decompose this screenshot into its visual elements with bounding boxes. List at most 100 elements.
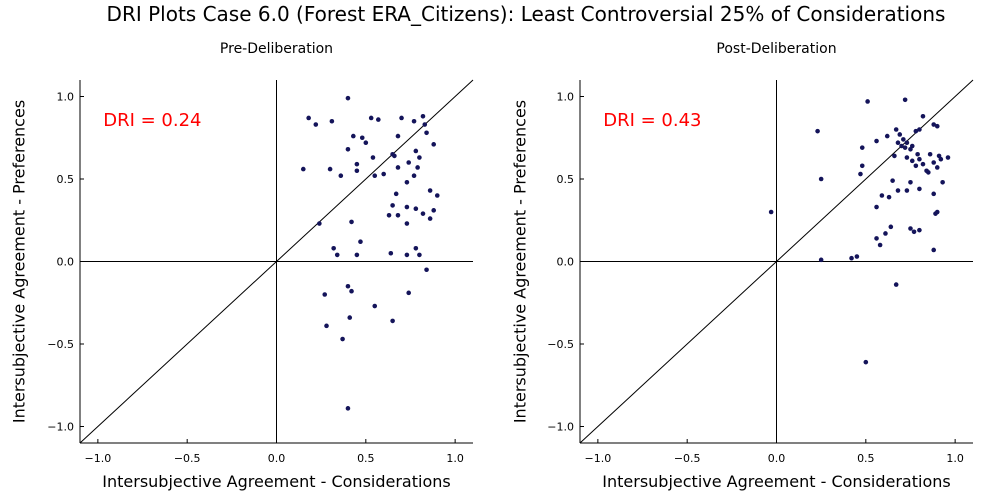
identity-diagonal-line (79, 79, 474, 444)
data-point (904, 188, 910, 193)
data-point (427, 216, 433, 221)
data-point (815, 128, 820, 134)
data-point (895, 188, 901, 193)
y-tick-label: 0.0 (57, 256, 75, 269)
data-point (927, 151, 933, 157)
y-tick-label: 0.5 (57, 173, 75, 186)
x-tick-label: 0.0 (768, 452, 786, 465)
data-point (915, 151, 920, 157)
data-point (340, 336, 345, 342)
x-tick-label: 0.5 (357, 452, 375, 465)
data-point (368, 115, 374, 121)
y-tick-label: 0.5 (557, 173, 575, 186)
data-point (899, 143, 904, 149)
subplot-title: Post-Deliberation (716, 41, 836, 57)
post-deliberation-panel: Post-Deliberation −1.0 −0.5 0.0 0.5 1.0 −1.0 −0… (511, 41, 974, 491)
y-tick-label: 1.0 (57, 91, 75, 104)
data-point (904, 155, 910, 160)
data-point (327, 166, 333, 172)
data-point (300, 166, 306, 172)
x-tick-label: −0.5 (674, 452, 701, 465)
data-point (920, 161, 926, 167)
y-axis-label: Intersubjective Agreement - Preferences (511, 100, 530, 423)
data-point (931, 160, 936, 165)
data-point (345, 406, 351, 411)
data-point (895, 140, 901, 145)
data-point (893, 282, 899, 287)
data-point (424, 267, 429, 273)
subplot-title: Pre-Deliberation (220, 41, 333, 57)
data-point (940, 180, 945, 185)
data-point (931, 122, 936, 127)
data-point (931, 191, 936, 197)
data-point (884, 133, 890, 139)
data-point (404, 252, 410, 258)
data-point (945, 155, 951, 160)
data-point (892, 153, 897, 159)
data-point (422, 122, 428, 127)
data-point (901, 137, 906, 142)
data-point (386, 213, 392, 218)
y-axis-label: Intersubjective Agreement - Preferences (10, 100, 29, 423)
y-tick-label: 1.0 (557, 91, 575, 104)
data-point (934, 209, 940, 215)
data-point (331, 246, 336, 251)
data-point (413, 246, 419, 251)
data-point (404, 204, 410, 210)
data-point (920, 114, 926, 119)
data-point (420, 114, 426, 119)
data-point (345, 283, 351, 289)
data-point (909, 158, 915, 164)
data-point (938, 156, 944, 162)
data-point (902, 145, 908, 150)
data-point (427, 188, 433, 193)
data-point (334, 252, 340, 258)
data-point (393, 191, 399, 197)
data-point (349, 219, 354, 225)
data-point (934, 165, 940, 170)
data-point (917, 227, 922, 233)
data-point (908, 147, 913, 152)
x-tick-label: 1.0 (946, 452, 964, 465)
data-point (877, 242, 883, 248)
x-axis-label: Intersubjective Agreement - Consideratio… (102, 472, 450, 491)
data-point (854, 254, 860, 259)
data-point (395, 165, 401, 170)
data-point (417, 155, 422, 160)
data-point (874, 236, 879, 241)
data-point (911, 229, 917, 235)
data-point (917, 156, 922, 162)
data-point (420, 211, 426, 216)
data-point (399, 115, 404, 121)
data-point (897, 132, 903, 137)
data-point (431, 208, 437, 213)
data-point (859, 145, 865, 150)
data-point (349, 288, 354, 294)
data-point (381, 171, 386, 177)
data-point (934, 123, 940, 129)
data-point (324, 323, 329, 329)
data-point (886, 194, 892, 200)
data-point (354, 168, 360, 174)
data-point (390, 318, 395, 324)
data-point (404, 180, 410, 185)
data-point (363, 140, 369, 145)
data-point (768, 209, 774, 215)
x-axis-label: Intersubjective Agreement - Consideratio… (602, 472, 950, 491)
data-point (902, 97, 908, 103)
data-point (431, 142, 437, 147)
data-point (879, 193, 885, 198)
data-point (347, 315, 353, 320)
data-point (413, 148, 419, 154)
x-tick-label: 0.0 (268, 452, 286, 465)
data-point (874, 138, 879, 144)
data-point (372, 303, 378, 309)
data-point (406, 160, 411, 165)
data-point (370, 155, 376, 160)
data-point (863, 359, 869, 365)
data-point (424, 130, 429, 136)
data-point (345, 95, 351, 101)
data-point (395, 133, 401, 139)
data-point (865, 99, 870, 104)
